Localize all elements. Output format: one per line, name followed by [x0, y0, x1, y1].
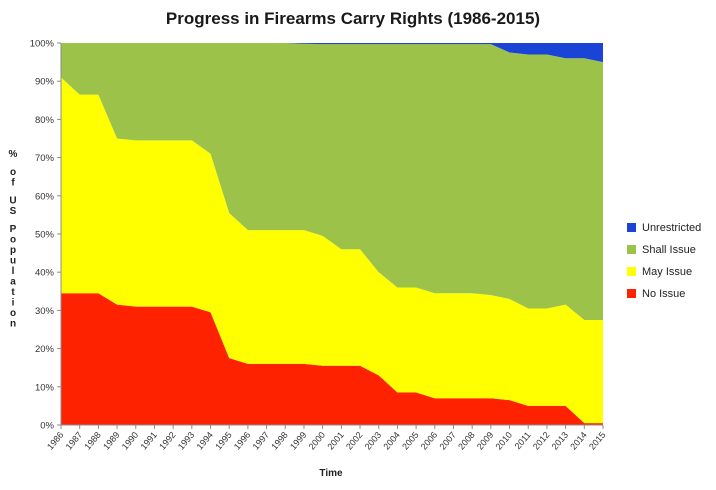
x-tick-label: 2014: [568, 430, 589, 452]
legend-label-may-issue: May Issue: [642, 266, 692, 278]
x-tick-labels: 1986198719881989199019911992199319941995…: [45, 425, 608, 452]
x-tick-label: 1986: [45, 430, 66, 452]
x-tick-label: 1998: [269, 430, 290, 452]
x-tick-label: 1997: [251, 430, 272, 452]
areas-layer: [61, 43, 603, 425]
x-tick-label: 1991: [138, 430, 159, 452]
legend-swatch-may-issue: [627, 267, 636, 276]
legend-label-no-issue: No Issue: [642, 288, 685, 300]
x-tick-label: 2004: [381, 430, 402, 452]
x-tick-label: 2002: [344, 430, 365, 452]
x-tick-label: 2013: [550, 430, 571, 452]
x-tick-label: 1999: [288, 430, 309, 452]
x-tick-label: 1996: [232, 430, 253, 452]
x-tick-label: 2012: [531, 430, 552, 452]
legend-swatch-shall-issue: [627, 245, 636, 254]
x-tick-label: 1988: [82, 430, 103, 452]
x-tick-label: 2007: [437, 430, 458, 452]
x-tick-label: 2011: [513, 430, 533, 451]
y-tick-label: 20%: [35, 344, 55, 355]
x-tick-label: 2005: [400, 430, 421, 452]
x-tick-label: 1990: [120, 430, 141, 452]
y-tick-label: 40%: [35, 268, 55, 279]
x-tick-label: 2010: [494, 430, 515, 452]
x-tick-label: 2000: [307, 430, 328, 452]
y-tick-label: 30%: [35, 306, 55, 317]
y-tick-label: 100%: [30, 39, 55, 50]
y-tick-label: 60%: [35, 191, 55, 202]
y-tick-label: 80%: [35, 115, 55, 126]
area-unrestricted: [61, 43, 603, 63]
y-tick-labels: 0% 10% 20% 30% 40% 50% 60% 70% 80% 90% 100%: [30, 39, 61, 432]
x-tick-label: 2008: [456, 430, 477, 452]
legend-label-unrestricted: Unrestricted: [642, 222, 701, 234]
x-tick-label: 1987: [64, 430, 85, 452]
x-tick-label: 1994: [195, 430, 216, 452]
y-tick-label: 0%: [40, 421, 54, 432]
x-tick-label: 2009: [475, 430, 496, 452]
x-tick-label: 1993: [176, 430, 197, 452]
y-tick-label: 10%: [35, 382, 55, 393]
x-tick-label: 2003: [363, 430, 384, 452]
area-may-issue: [61, 77, 603, 424]
area-no-issue: [61, 293, 603, 425]
x-tick-label: 1995: [213, 430, 234, 452]
x-tick-label: 1989: [101, 430, 122, 452]
legend-swatch-unrestricted: [627, 223, 636, 232]
y-tick-label: 70%: [35, 153, 55, 164]
x-tick-label: 1992: [157, 430, 178, 452]
x-tick-label: 2015: [587, 430, 608, 452]
legend: Unrestricted Shall Issue May Issue No Issue: [627, 222, 701, 300]
legend-label-shall-issue: Shall Issue: [642, 244, 696, 256]
x-tick-label: 2001: [325, 430, 346, 452]
legend-swatch-no-issue: [627, 289, 636, 298]
chart-title: Progress in Firearms Carry Rights (1986-…: [166, 9, 540, 28]
x-axis-label: Time: [319, 468, 343, 479]
area-shall-issue: [61, 43, 603, 320]
y-tick-label: 50%: [35, 230, 55, 241]
y-tick-label: 90%: [35, 77, 55, 88]
x-tick-label: 2006: [419, 430, 440, 452]
